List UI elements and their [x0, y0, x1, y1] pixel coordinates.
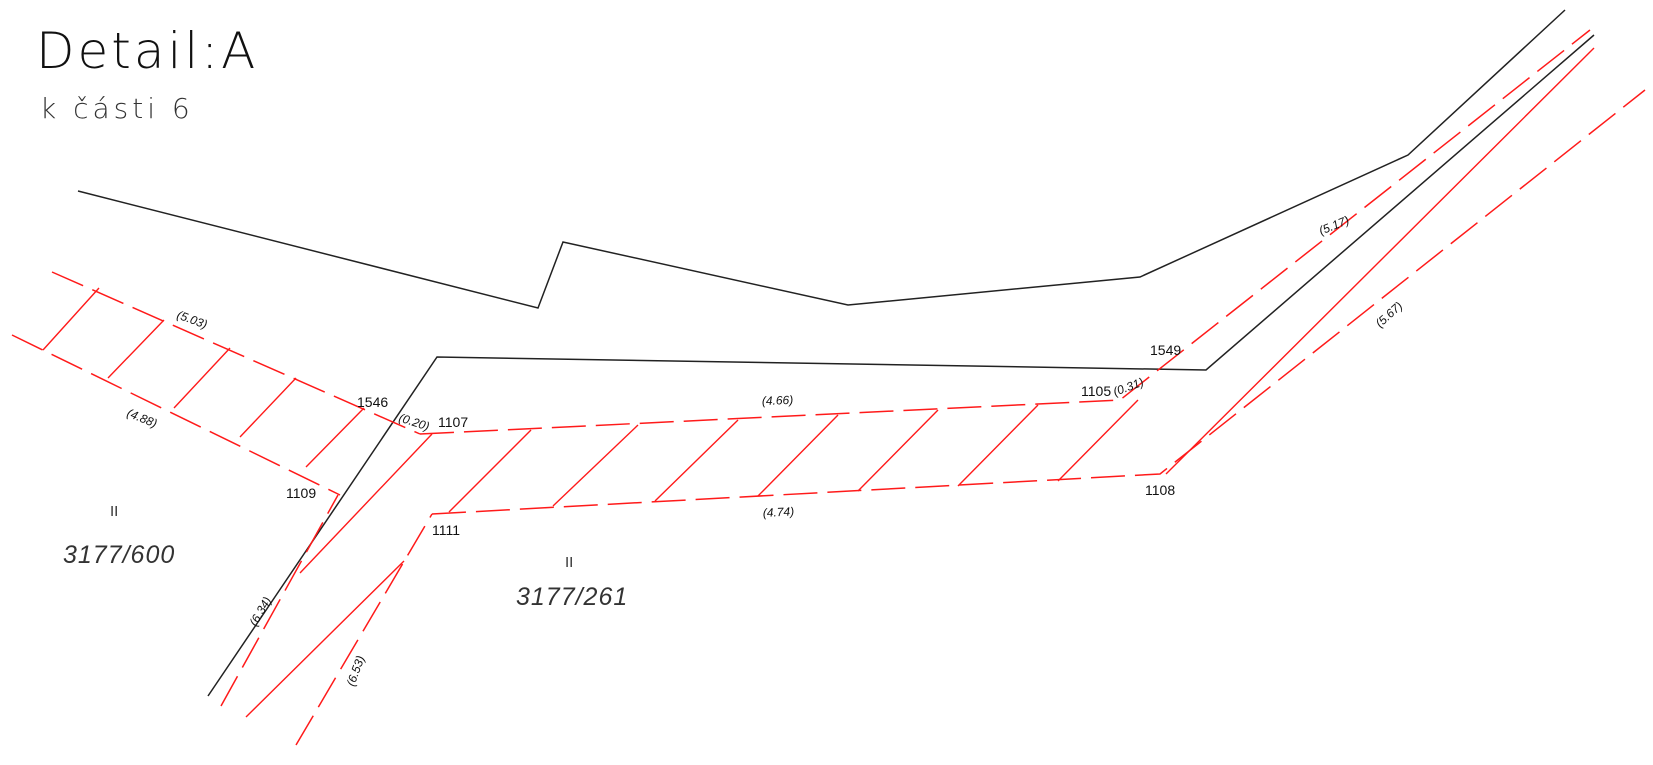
- point-1549: 1549: [1150, 342, 1181, 358]
- parcel-middle-number: 3177/261: [516, 583, 628, 611]
- strip-leg-left: [220, 494, 339, 707]
- boundary-upper: [77, 9, 1566, 309]
- hatch-left: [42, 287, 365, 468]
- dimension-634: (6.34): [246, 594, 274, 628]
- dimension-466: (4.66): [762, 393, 794, 408]
- dimension-517: (5.17): [1317, 213, 1351, 238]
- point-1107: 1107: [438, 414, 468, 430]
- strip-middle-upper: [419, 29, 1591, 435]
- point-1111: 1111: [432, 522, 460, 538]
- parcel-middle-mark: II: [565, 554, 573, 571]
- drawing-subtitle: k části 6: [40, 92, 194, 125]
- dimension-567: (5.67): [1373, 299, 1406, 330]
- strip-leg-right: [295, 513, 433, 746]
- dimension-488: (4.88): [125, 406, 159, 431]
- parcel-left-mark: II: [110, 503, 118, 520]
- point-1108: 1108: [1145, 482, 1175, 498]
- point-1105: 1105: [1081, 383, 1111, 399]
- drawing-title: Detail:A: [36, 22, 259, 80]
- dimension-020: (0.20): [397, 411, 431, 434]
- strip-middle-lower: [431, 89, 1646, 515]
- hatch-legs: [245, 433, 433, 718]
- boundary-lower: [207, 34, 1595, 697]
- strip-left-lower: [11, 334, 341, 496]
- strip-left-upper: [51, 271, 421, 435]
- dimension-474: (4.74): [762, 504, 794, 520]
- parcel-left-number: 3177/600: [63, 541, 175, 569]
- boundary-red-solid-right: [1165, 47, 1595, 475]
- hatch-middle: [448, 399, 1139, 513]
- point-1546: 1546: [357, 394, 388, 410]
- dimension-031: (0.31): [1111, 375, 1145, 399]
- point-1109: 1109: [286, 485, 316, 501]
